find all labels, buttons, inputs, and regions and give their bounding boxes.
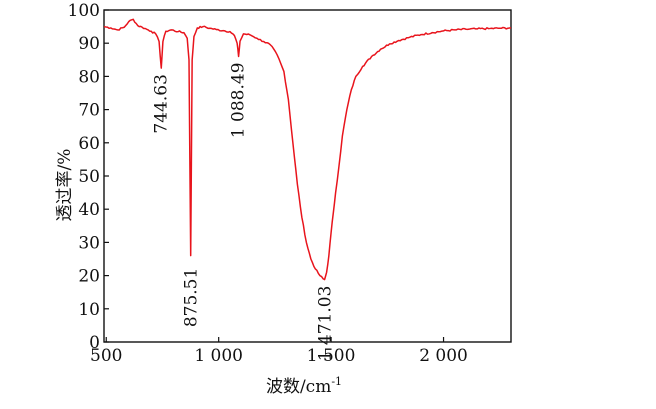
x-axis-label: 波数/cm-1 (266, 375, 342, 397)
spectrum-line (104, 19, 511, 279)
y-tick-label: 10 (78, 300, 100, 320)
peak-label: 875.51 (182, 268, 202, 327)
annotation-layer: 744.63 875.51 1 088.49 1 471.03 (151, 62, 335, 361)
peak-label: 1 088.49 (229, 62, 249, 138)
x-axis-label-text: 波数/cm (266, 377, 331, 397)
y-tick-label: 50 (78, 167, 100, 187)
axes (104, 10, 511, 342)
x-axis-label-sup: -1 (331, 375, 342, 388)
y-tick-label: 80 (78, 67, 100, 87)
y-tick-label: 100 (68, 1, 100, 21)
y-tick-label: 20 (78, 267, 100, 287)
series-layer (104, 19, 511, 279)
x-tick-label: 1 000 (194, 346, 243, 366)
x-tick-label: 2 000 (419, 346, 468, 366)
peak-label: 744.63 (151, 74, 171, 133)
plot-frame (104, 10, 511, 342)
y-tick-label: 70 (78, 101, 100, 121)
y-tick-label: 90 (78, 34, 100, 54)
y-tick-label: 40 (78, 200, 100, 220)
y-tick-label: 0 (89, 333, 100, 353)
y-axis-label: 透过率/% (55, 149, 75, 222)
peak-label: 1 471.03 (316, 286, 336, 362)
y-tick-label: 60 (78, 134, 100, 154)
y-tick-label: 30 (78, 233, 100, 253)
